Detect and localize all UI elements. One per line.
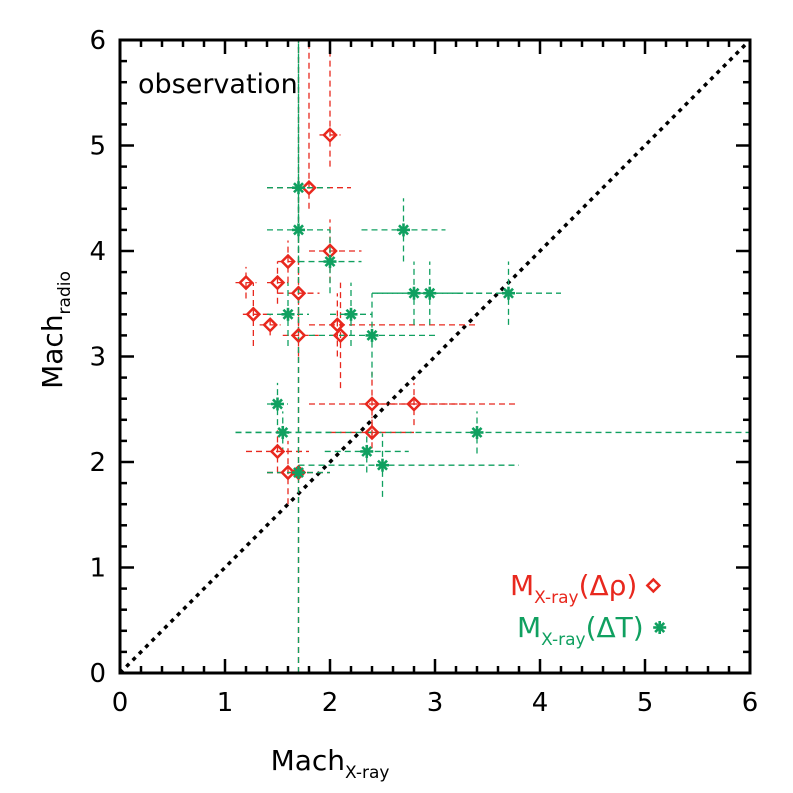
temperature-data-point bbox=[376, 458, 389, 472]
x-tick-label: 0 bbox=[112, 688, 129, 718]
x-tick-label: 1 bbox=[217, 688, 234, 718]
density-data-point bbox=[280, 253, 296, 270]
legend-density-sub: X-ray bbox=[534, 588, 578, 608]
temperature-data-point bbox=[423, 286, 437, 300]
x-axis-title-sub: X-ray bbox=[345, 763, 389, 783]
axis-ticks bbox=[118, 38, 752, 675]
y-tick-label: 0 bbox=[89, 659, 106, 689]
legend-diamond-marker bbox=[645, 577, 662, 594]
density-data-point bbox=[290, 327, 307, 344]
x-tick-label: 4 bbox=[532, 688, 549, 718]
data-markers bbox=[238, 127, 515, 481]
density-data-point bbox=[322, 127, 338, 143]
y-axis-title-sub: radio bbox=[55, 271, 75, 314]
legend: MX-ray(Δρ) MX-ray(ΔT) bbox=[510, 569, 667, 650]
y-tick-label: 2 bbox=[89, 448, 106, 478]
y-tick-label: 5 bbox=[89, 132, 106, 162]
temperature-data-point bbox=[360, 444, 374, 458]
x-tick-label: 6 bbox=[742, 688, 759, 718]
temperature-data-point bbox=[407, 286, 421, 300]
y-axis-title: Machradio bbox=[36, 271, 75, 389]
legend-marker-density bbox=[645, 577, 662, 594]
error-bars bbox=[235, 40, 750, 673]
density-data-point bbox=[269, 443, 286, 460]
density-data-point bbox=[364, 396, 380, 412]
temperature-data-point bbox=[397, 223, 410, 237]
density-data-point bbox=[262, 317, 278, 333]
temperature-data-point bbox=[365, 328, 379, 342]
temperature-data-point bbox=[292, 466, 305, 480]
density-data-point bbox=[269, 274, 286, 291]
legend-temperature-sub: X-ray bbox=[541, 630, 585, 650]
legend-temperature-paren: (ΔT) bbox=[586, 611, 644, 644]
temperature-data-point bbox=[344, 307, 358, 321]
legend-asterisk-marker bbox=[653, 621, 667, 634]
observation-annotation: observation bbox=[138, 69, 298, 100]
temperature-data-point bbox=[276, 425, 290, 439]
temperature-data-point bbox=[502, 286, 515, 300]
legend-density-main: M bbox=[510, 569, 534, 602]
reference-line-group bbox=[118, 38, 752, 675]
y-tick-label: 3 bbox=[89, 343, 106, 373]
temperature-data-point bbox=[281, 307, 295, 321]
legend-entry-density: MX-ray(Δρ) bbox=[510, 569, 637, 608]
legend-density-paren: (Δρ) bbox=[579, 569, 638, 602]
x-axis-title: MachX-ray bbox=[271, 744, 390, 783]
temperature-data-point bbox=[292, 181, 305, 195]
legend-temperature-main: M bbox=[517, 611, 541, 644]
density-data-point bbox=[238, 274, 254, 291]
density-data-point bbox=[280, 464, 296, 481]
legend-marker-temperature bbox=[653, 621, 667, 634]
y-tick-label: 4 bbox=[89, 237, 106, 267]
density-data-point bbox=[290, 285, 307, 301]
temperature-data-point bbox=[271, 397, 284, 411]
temperature-data-point bbox=[323, 255, 337, 269]
density-data-point bbox=[332, 327, 349, 344]
y-axis-title-main: Mach bbox=[36, 314, 69, 388]
temperature-data-point bbox=[292, 223, 305, 237]
x-tick-label: 3 bbox=[427, 688, 444, 718]
x-tick-label: 5 bbox=[637, 688, 654, 718]
one-to-one-reference-line bbox=[118, 38, 752, 675]
x-tick-labels: 0 1 2 3 4 5 6 bbox=[112, 688, 759, 718]
x-tick-label: 2 bbox=[322, 688, 339, 718]
y-tick-label: 1 bbox=[89, 554, 106, 584]
y-tick-labels: 0 1 2 3 4 5 6 bbox=[89, 26, 106, 689]
temperature-data-point bbox=[470, 425, 484, 439]
legend-entry-temperature: MX-ray(ΔT) bbox=[517, 611, 644, 650]
density-data-point bbox=[364, 424, 380, 441]
density-data-point bbox=[301, 179, 317, 196]
density-data-point bbox=[406, 396, 422, 412]
y-tick-label: 6 bbox=[89, 26, 106, 56]
x-axis-title-main: Mach bbox=[271, 744, 345, 777]
density-data-point bbox=[245, 306, 262, 323]
